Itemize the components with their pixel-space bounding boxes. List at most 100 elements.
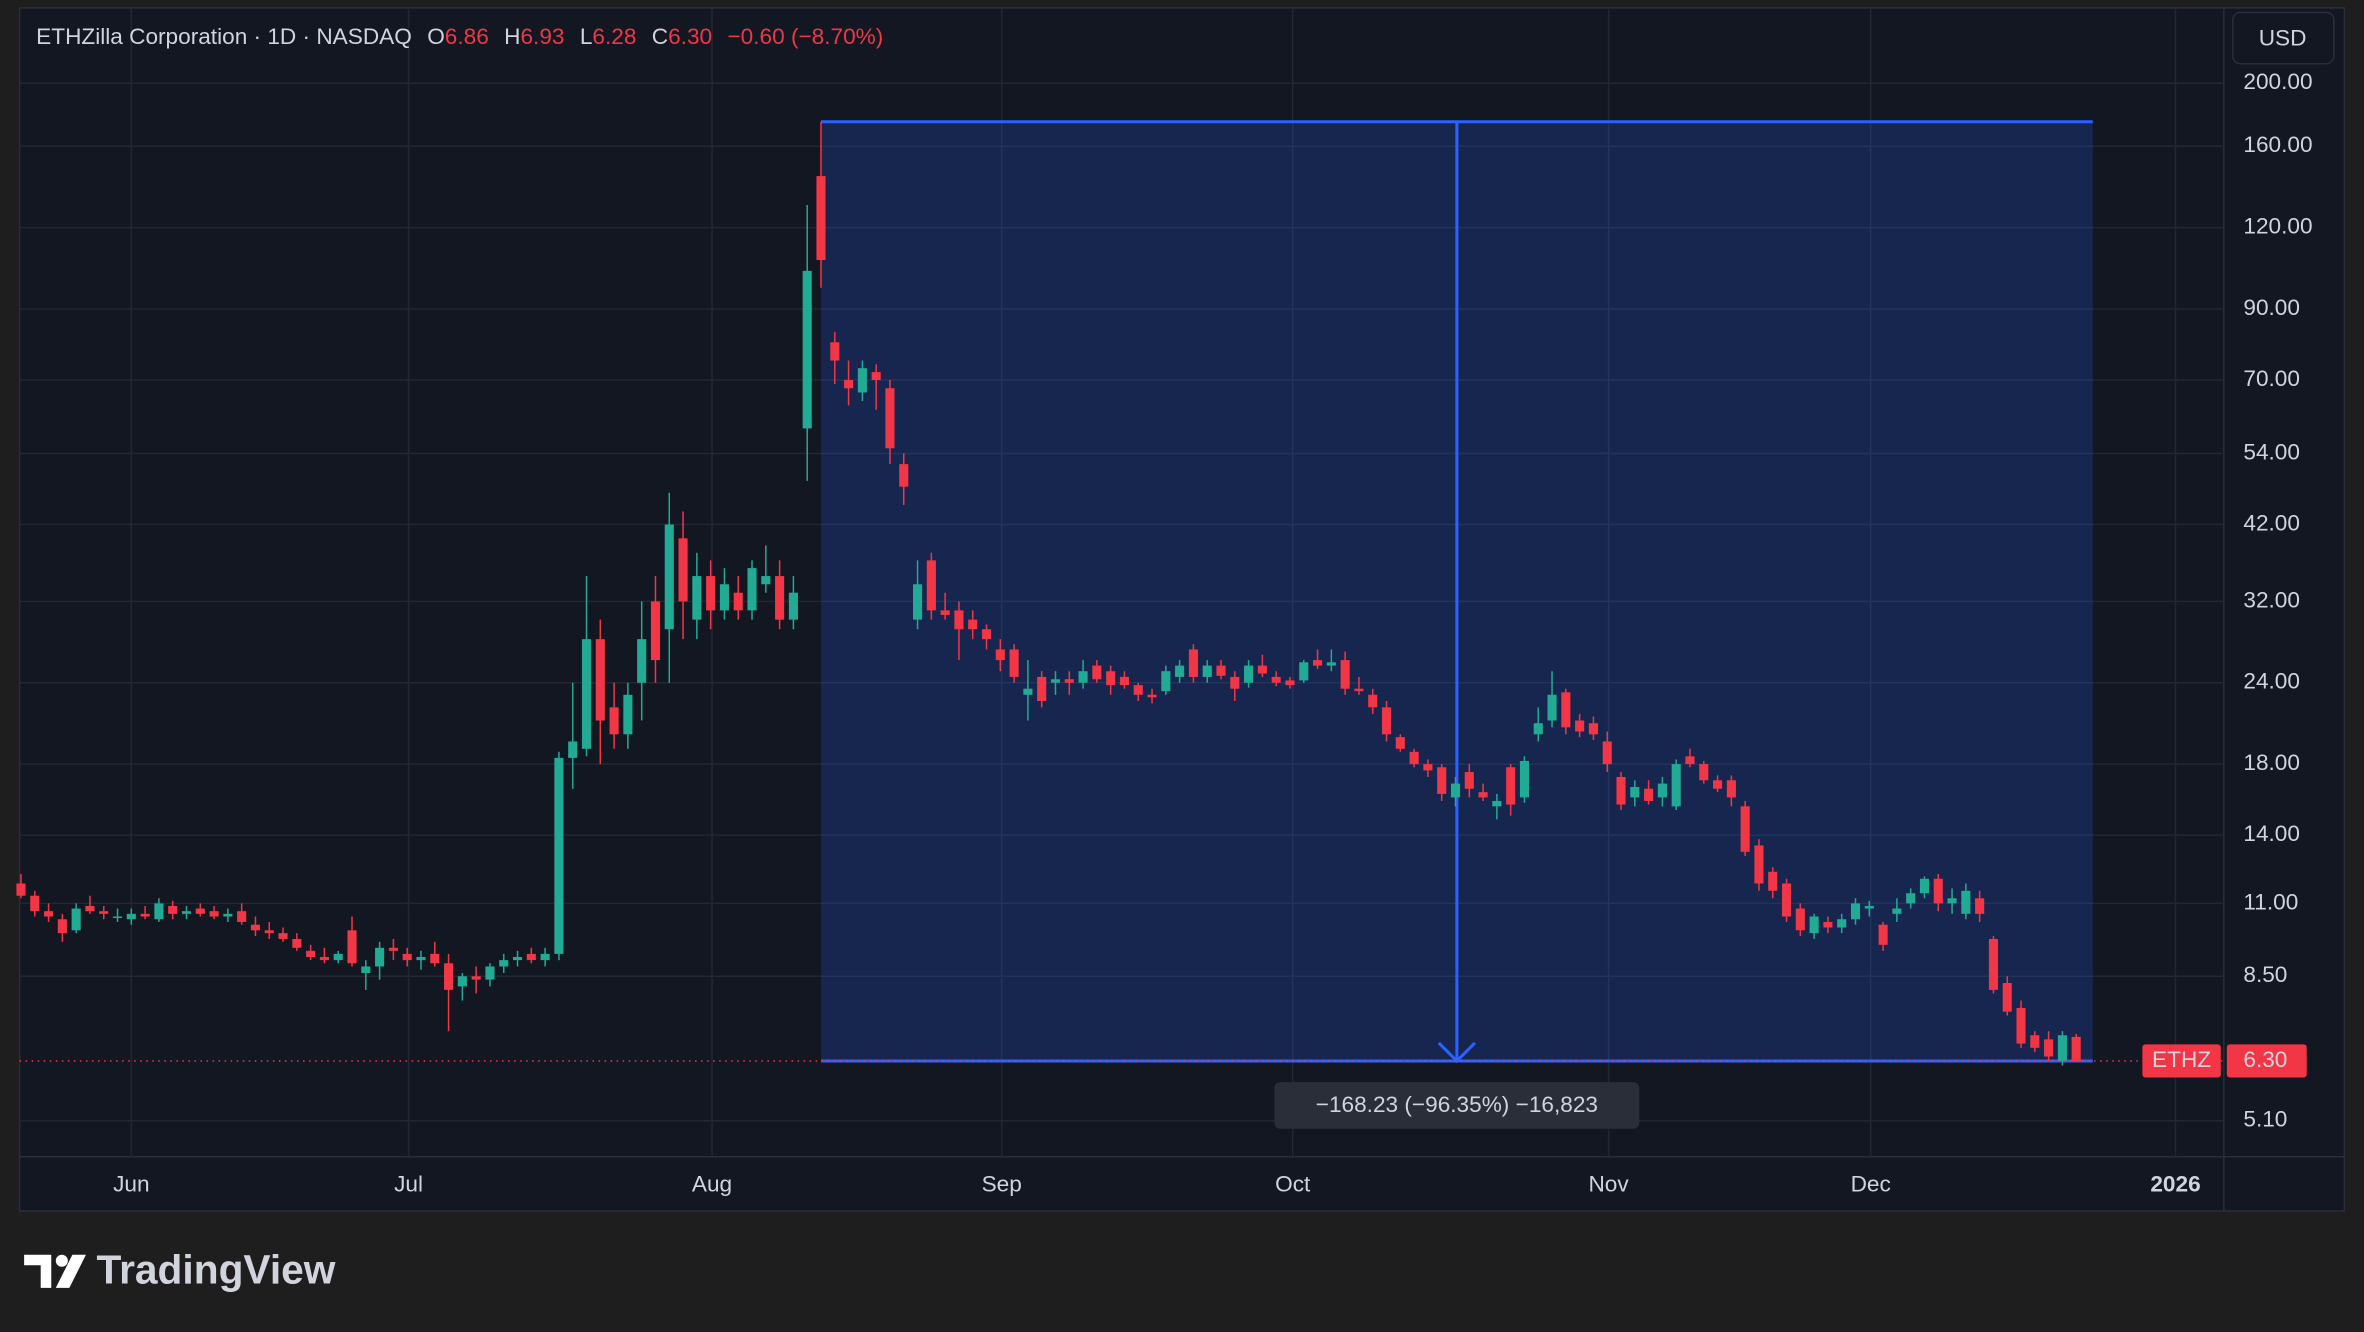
candle-body (99, 911, 109, 914)
measure-tool (820, 120, 2093, 1064)
candle-body (1864, 905, 1874, 909)
y-tick-label: 70.00 (2243, 366, 2300, 391)
candle-body (195, 908, 205, 914)
candle-body (2071, 1036, 2081, 1061)
candle-body (44, 911, 54, 917)
candle-body (1823, 921, 1833, 928)
candle-body (306, 950, 316, 957)
candle-body (1961, 890, 1971, 914)
candle-body (402, 953, 412, 961)
ohlc-value: 6.93 (520, 24, 564, 49)
candle-body (637, 639, 647, 683)
legend: ETHZilla Corporation · 1D · NASDAQ O6.86… (36, 24, 883, 49)
candle-body (1644, 788, 1654, 801)
candle-body (388, 947, 398, 951)
candle-body (1423, 764, 1433, 771)
candle-body (540, 953, 550, 961)
candle-body (319, 956, 329, 961)
candle-body (485, 966, 495, 980)
candle-body (16, 883, 26, 896)
candle-body (1988, 938, 1998, 990)
candle-body (1740, 806, 1750, 852)
candle-body (333, 953, 343, 961)
candle-body (650, 601, 661, 661)
candle-body (1092, 665, 1102, 680)
candle-body (1478, 792, 1488, 798)
candle-body (885, 388, 895, 449)
grid (19, 7, 2224, 1157)
candle-body (802, 270, 812, 429)
brand-name: TradingView (96, 1247, 335, 1293)
x-tick-label: Jul (394, 1171, 423, 1196)
candle-body (112, 916, 123, 919)
y-tick-label: 200.00 (2243, 69, 2312, 94)
measure-label-box (1274, 1082, 1640, 1129)
candle-body (1919, 878, 1930, 894)
x-tick-label: Jun (113, 1171, 149, 1196)
candle-body (2030, 1035, 2040, 1048)
candle-body (581, 639, 592, 749)
candle-body (250, 924, 261, 931)
brand-logo (24, 1254, 86, 1288)
candle-body (526, 953, 536, 961)
candle-body (416, 956, 426, 961)
candle-body (1147, 694, 1157, 698)
measure-arrowhead (1437, 1041, 1477, 1064)
candle-body (1933, 878, 1943, 904)
candle-body (1671, 764, 1681, 807)
candle-body (1533, 723, 1543, 735)
candle-body (1023, 688, 1033, 695)
candle-body (568, 741, 578, 758)
candle-body (926, 560, 936, 611)
symbol-tag (2142, 1044, 2221, 1078)
candle-body (512, 956, 523, 961)
candle-body (1713, 780, 1723, 789)
candle-body (981, 629, 992, 640)
candle-body (1285, 680, 1295, 686)
candle-body (57, 919, 67, 934)
y-tick-label: 14.00 (2243, 821, 2300, 846)
candle-body (1230, 676, 1240, 689)
candle-body (1657, 783, 1667, 798)
candle-body (995, 649, 1005, 661)
candle-body (1850, 903, 1861, 920)
candle-body (719, 584, 729, 611)
candle-body (1009, 649, 1019, 677)
x-tick-label: Sep (982, 1171, 1022, 1196)
ohlc-value: 6.30 (668, 24, 712, 49)
candle-body (733, 592, 743, 611)
candle-body (1561, 692, 1571, 728)
candle-body (1133, 685, 1143, 695)
y-tick-label: 160.00 (2243, 132, 2312, 157)
y-tick-label: 5.10 (2243, 1107, 2287, 1132)
candle-body (1202, 665, 1212, 677)
candle-body (2016, 1007, 2026, 1044)
currency-label[interactable]: USD (2259, 26, 2307, 51)
candle-body (1588, 723, 1598, 735)
candle-body (30, 895, 40, 912)
candle-body (1699, 764, 1709, 781)
logo-mark (55, 1254, 68, 1267)
candle-body (609, 707, 619, 735)
ohlc-value: 6.28 (592, 24, 636, 49)
candle-body (2057, 1035, 2067, 1061)
candle-body (664, 524, 674, 630)
candle-body (1050, 679, 1061, 683)
candle-body (1754, 845, 1764, 884)
candle-body (375, 947, 385, 967)
candle-body (499, 960, 509, 967)
y-tick-label: 11.00 (2243, 889, 2298, 914)
candle-body (1313, 660, 1323, 666)
candle-body (1947, 898, 1957, 904)
candle-body (761, 576, 771, 585)
candle-body (457, 976, 467, 987)
currency-button[interactable] (2232, 11, 2335, 65)
symbol-title: ETHZilla Corporation · 1D · NASDAQ (36, 24, 412, 49)
candle-body (1464, 772, 1474, 789)
candle-body (554, 757, 564, 954)
candle-body (912, 584, 923, 620)
candle-body (1119, 676, 1130, 686)
candle-body (85, 905, 95, 912)
candle-body (968, 619, 978, 630)
candle-body (623, 694, 633, 735)
